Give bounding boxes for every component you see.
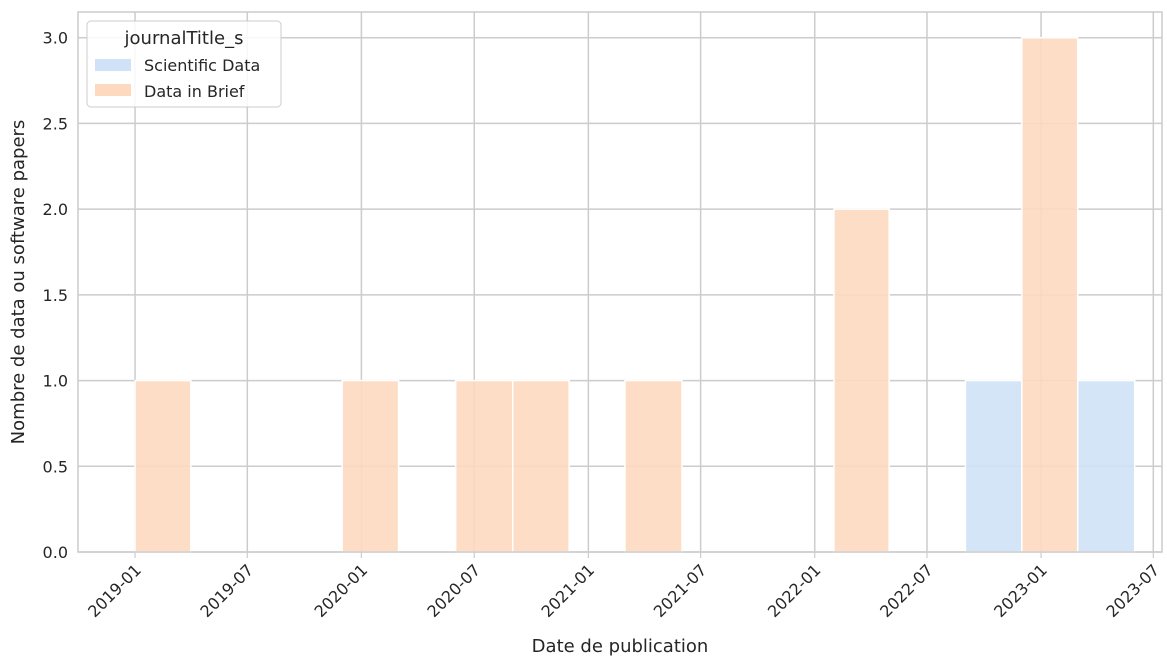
x-tick-labels: 2019-01 2019-07 2020-01 2020-07 2021-01 2021-… <box>84 560 1163 621</box>
bars <box>134 36 1136 553</box>
bar-data-in-brief <box>624 379 683 553</box>
bar-scientific-data <box>964 379 1023 553</box>
legend-swatch-scientific-data <box>95 59 131 71</box>
legend-swatch-data-in-brief <box>95 84 131 96</box>
y-tick-label: 1.0 <box>43 372 68 391</box>
bar-data-in-brief <box>511 379 570 553</box>
legend-entry-scientific-data: Scientific Data <box>144 56 260 75</box>
legend-title: journalTitle_s <box>124 28 244 49</box>
x-tick-label: 2020-01 <box>311 560 372 621</box>
y-tick-label: 2.5 <box>43 114 68 133</box>
y-tick-label: 0.5 <box>43 457 68 476</box>
bar-data-in-brief <box>341 379 400 553</box>
x-tick-label: 2023-07 <box>1102 560 1163 621</box>
x-tick-label: 2019-07 <box>196 560 257 621</box>
y-tick-labels: 0.0 0.5 1.0 1.5 2.0 2.5 3.0 <box>43 29 68 562</box>
x-tick-label: 2023-01 <box>990 560 1051 621</box>
x-tick-label: 2020-07 <box>423 560 484 621</box>
x-axis-label: Date de publication <box>532 636 709 656</box>
legend-box <box>86 20 282 108</box>
x-tick-label: 2021-01 <box>537 560 598 621</box>
x-tick-label: 2021-07 <box>650 560 711 621</box>
x-tick-label: 2022-07 <box>876 560 937 621</box>
bar-data-in-brief <box>833 208 890 553</box>
bar-data-in-brief <box>454 379 514 553</box>
x-tick-label: 2019-01 <box>84 560 145 621</box>
y-tick-label: 0.0 <box>43 543 68 562</box>
y-axis-label: Nombre de data ou software papers <box>8 120 29 445</box>
bar-scientific-data <box>1076 379 1136 553</box>
y-tick-label: 3.0 <box>43 29 68 48</box>
bar-data-in-brief <box>1021 36 1079 553</box>
y-tick-label: 1.5 <box>43 286 68 305</box>
legend: journalTitle_s Scientific Data Data in B… <box>86 20 282 108</box>
y-tick-label: 2.0 <box>43 200 68 219</box>
legend-entry-data-in-brief: Data in Brief <box>144 82 245 101</box>
x-tick-label: 2022-01 <box>764 560 825 621</box>
plot-frame <box>77 11 1163 553</box>
bar-data-in-brief <box>134 379 192 553</box>
